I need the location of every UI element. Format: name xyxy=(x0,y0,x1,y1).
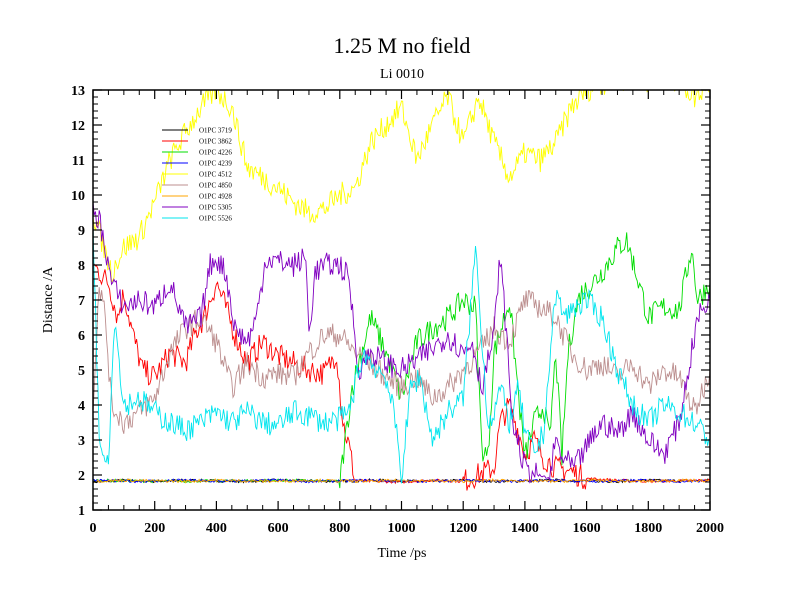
y-tick-label: 12 xyxy=(71,119,85,134)
series-line-9 xyxy=(93,224,710,484)
x-tick-label: 2000 xyxy=(696,521,724,536)
y-tick-label: 2 xyxy=(78,469,85,484)
y-tick-label: 6 xyxy=(78,329,85,344)
x-tick-label: 0 xyxy=(90,521,97,536)
y-axis-label: Distance /A xyxy=(41,266,56,333)
legend-label: O1PC 4850 xyxy=(199,182,232,190)
x-tick-label: 1800 xyxy=(634,521,662,536)
y-tick-label: 9 xyxy=(78,224,85,239)
x-tick-label: 800 xyxy=(329,521,350,536)
y-tick-label: 13 xyxy=(71,84,85,99)
chart-subtitle: Li 0010 xyxy=(380,67,424,82)
series-line-5 xyxy=(93,90,710,283)
y-tick-label: 7 xyxy=(78,294,85,309)
legend-label: O1PC 4239 xyxy=(199,160,232,168)
x-axis-label: Time /ps xyxy=(378,546,427,561)
legend: O1PC 3719 O1PC 3862 O1PC 4226 O1PC 4239 O1PC… xyxy=(162,127,232,223)
legend-label: O1PC 5526 xyxy=(199,215,232,223)
legend-label: O1PC 5305 xyxy=(199,204,232,212)
y-tick-label: 3 xyxy=(78,434,85,449)
plot-frame xyxy=(92,89,711,511)
legend-label: O1PC 3719 xyxy=(199,127,232,135)
x-tick-label: 600 xyxy=(268,521,289,536)
x-tick-label: 400 xyxy=(206,521,227,536)
series-line-6 xyxy=(93,287,710,434)
x-tick-label: 1000 xyxy=(388,521,416,536)
x-tick-label: 1200 xyxy=(449,521,477,536)
series-layer xyxy=(93,90,710,491)
y-tick-label: 8 xyxy=(78,259,85,274)
legend-label: O1PC 4928 xyxy=(199,193,232,201)
x-tick-label: 200 xyxy=(144,521,165,536)
series-line-8 xyxy=(93,201,710,484)
ticks-layer: 0 200 400 600 800 1000 1200 1400 1600 1800 2000123… xyxy=(71,84,724,536)
y-tick-label: 4 xyxy=(78,399,85,414)
legend-label: O1PC 3862 xyxy=(199,138,232,146)
y-tick-label: 11 xyxy=(72,154,85,169)
x-tick-label: 1600 xyxy=(573,521,601,536)
y-tick-label: 5 xyxy=(78,364,85,379)
y-tick-label: 1 xyxy=(78,504,85,519)
legend-label: O1PC 4512 xyxy=(199,171,232,179)
legend-label: O1PC 4226 xyxy=(199,149,232,157)
x-tick-label: 1400 xyxy=(511,521,539,536)
chart-title: 1.25 M no field xyxy=(334,33,471,58)
series-line-3 xyxy=(93,232,710,489)
y-tick-label: 10 xyxy=(71,189,85,204)
